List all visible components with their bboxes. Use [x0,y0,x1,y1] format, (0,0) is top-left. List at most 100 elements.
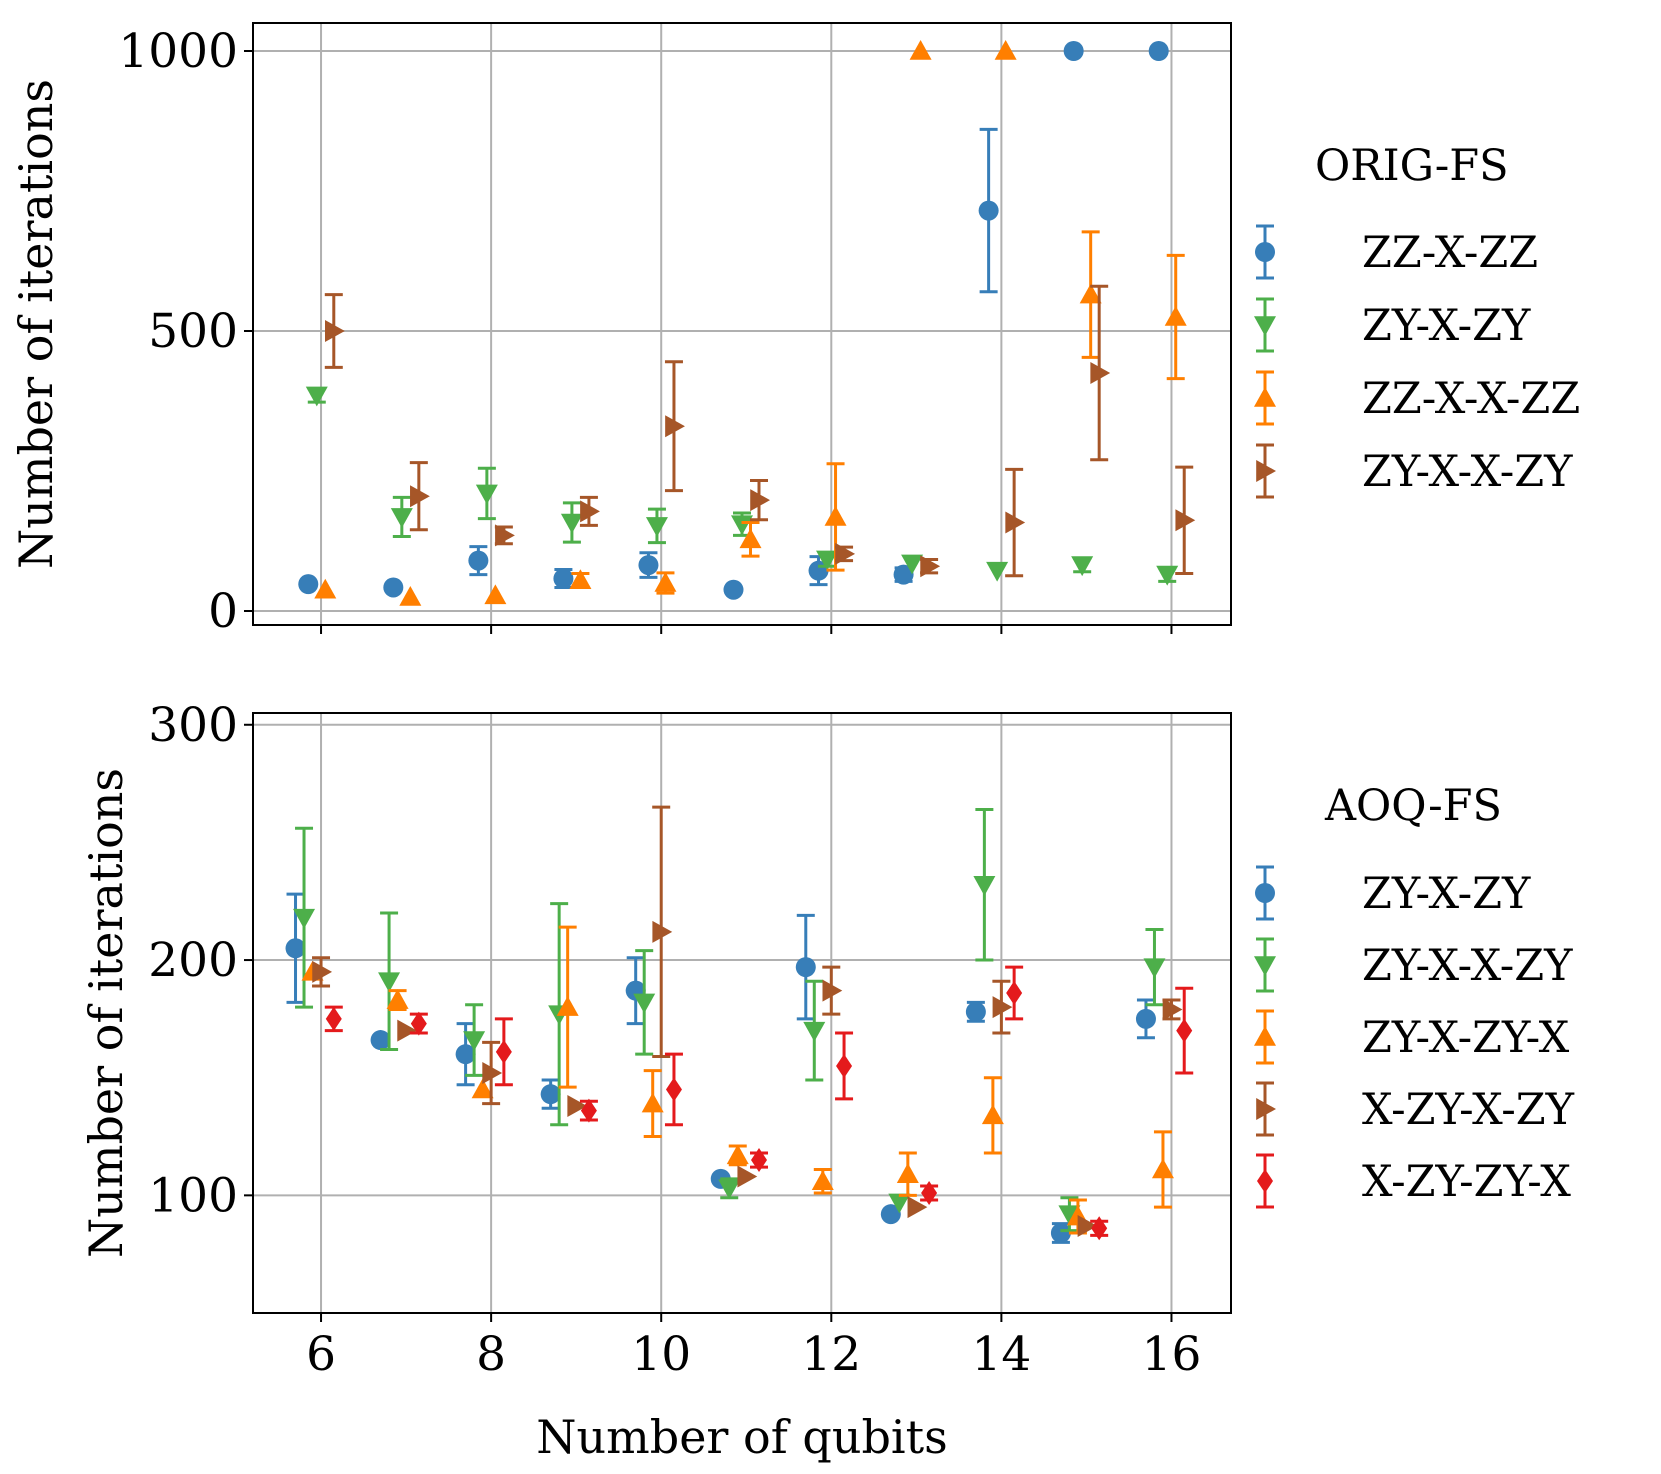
data-point [285,938,306,959]
data-point [495,1039,512,1064]
x-axis-label: Number of qubits [536,1410,947,1464]
data-point [723,579,744,600]
data-point [463,1031,486,1052]
data-point [553,568,574,589]
x-tick-label: 6 [306,1327,336,1382]
data-point [386,989,409,1009]
series-zz-x-zz [298,41,1169,600]
data-point [580,500,600,523]
data-point [920,555,941,578]
data-point [978,200,999,221]
series-x-zy-x-zy [312,805,1183,1237]
legend-entry: ZY-X-ZY [1254,297,1531,353]
data-point [1148,41,1169,61]
legend: ORIG-FS ZZ-X-ZZ ZY-X-ZY ZZ-X-X-ZZ ZY-X-X-ZY [1254,141,1580,499]
data-point [1077,1214,1098,1237]
data-point [1063,41,1084,61]
y-axis-label: Number of iterations [9,79,63,569]
data-point [645,517,668,537]
data-point [1091,1216,1108,1241]
data-point [569,569,592,589]
data-point [1176,1018,1193,1043]
data-point [1164,306,1187,326]
data-point [540,1084,561,1105]
data-point [731,515,753,536]
data-point [298,574,319,595]
data-point [580,1098,597,1123]
y-tick-label: 500 [148,304,238,359]
axes-frame [252,712,1232,1314]
data-point [901,554,924,575]
x-tick-label: 10 [631,1327,691,1382]
y-axis-label: Number of iterations [79,768,133,1258]
data-point [455,1044,476,1065]
data-point [1156,565,1179,586]
data-point [992,996,1013,1019]
data-point [816,550,839,571]
data-point [312,960,333,983]
legend: AOQ-FS ZY-X-ZY ZY-X-X-ZY ZY-X-ZY-X X-ZY-X-ZY… [1254,781,1575,1209]
y-tick-label: 100 [148,1168,238,1223]
data-point [1006,981,1023,1005]
legend-entry: ZY-X-ZY-X [1254,1009,1570,1065]
data-point [803,1021,826,1042]
series-x-zy-zy-x [324,965,1194,1241]
data-point [314,578,337,599]
legend-entry: ZZ-X-X-ZZ [1254,370,1580,426]
series-zy-x-x-zy [324,284,1196,578]
data-point [896,1163,919,1183]
data-point [1162,998,1183,1021]
data-point [824,505,847,526]
legend-marker [1254,956,1276,976]
data-point [921,1181,938,1205]
legend-label: ZY-X-X-ZY [1362,447,1573,497]
data-point [795,957,816,978]
data-point [1090,362,1111,384]
legend-marker [1254,1026,1276,1046]
data-point [468,550,489,571]
data-point [305,386,328,407]
panel-aoq-fs: 6 8 10 12 14 16 100 200 300 Number of iterations N… [79,698,1575,1464]
data-point [399,586,422,606]
data-point [567,1094,588,1117]
data-point [718,1179,741,1200]
data-point [556,996,579,1016]
x-tick-label: 14 [971,1327,1031,1382]
data-point [633,993,656,1014]
data-point [390,508,413,528]
data-point [560,513,583,534]
data-point [397,1019,418,1042]
panel-orig-fs: 0 500 1000 Number of iterations ORIG-FS ZZ-X-… [9,22,1580,639]
data-point [973,875,996,896]
data-point [880,1204,901,1225]
y-tick-label: 0 [208,584,238,639]
data-point [471,1078,494,1099]
data-point [293,908,316,929]
data-point [737,1165,758,1188]
data-point [907,1196,928,1219]
data-point [739,528,762,549]
data-point [325,1006,342,1031]
data-point [750,489,771,512]
series-zy-x-zy [285,892,1156,1244]
data-point [652,920,673,943]
legend-marker [1256,1098,1276,1120]
data-point [484,584,507,605]
series-zy-x-zy-x [301,925,1174,1235]
y-tick-label: 1000 [118,24,238,79]
data-point [1071,556,1094,577]
legend-marker [1254,316,1276,336]
legend-label: ZY-X-ZY [1362,869,1531,919]
data-point [1079,283,1102,304]
data-point [822,979,843,1002]
data-point [986,561,1009,582]
data-point [751,1148,768,1173]
legend-marker [1255,883,1275,903]
axes-frame [252,22,1232,626]
data-point [654,572,677,592]
data-point [893,564,914,585]
data-point [1005,511,1026,534]
data-point [638,555,659,576]
data-point [324,320,345,342]
data-point [888,1193,911,1214]
